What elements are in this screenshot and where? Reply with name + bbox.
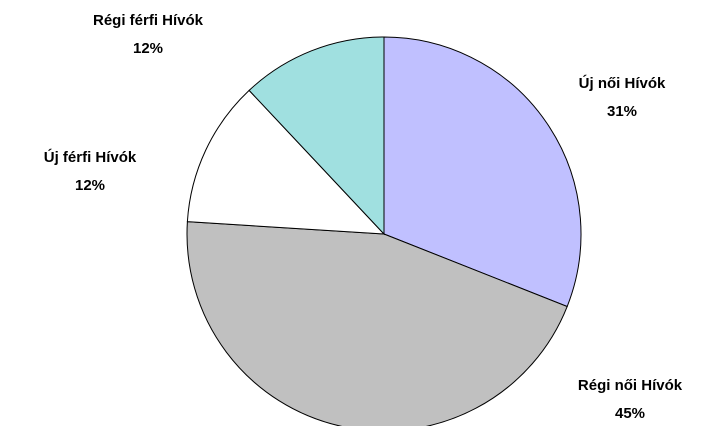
slice-label: Új női Hívók (579, 74, 666, 92)
pie-slice (248, 36, 385, 236)
slice-label: Régi női Hívók (578, 377, 683, 394)
slice-value-label: 12% (75, 177, 105, 194)
pie-slice (186, 89, 386, 235)
pie-slice (186, 221, 568, 426)
slice-label: Régi férfi Hívók (93, 12, 204, 29)
pie-slice (383, 36, 582, 308)
slice-label: Új férfi Hívók (44, 148, 137, 166)
slice-value-label: 31% (607, 103, 637, 120)
slice-value-label: 45% (615, 405, 645, 422)
slice-value-label: 12% (133, 40, 163, 57)
